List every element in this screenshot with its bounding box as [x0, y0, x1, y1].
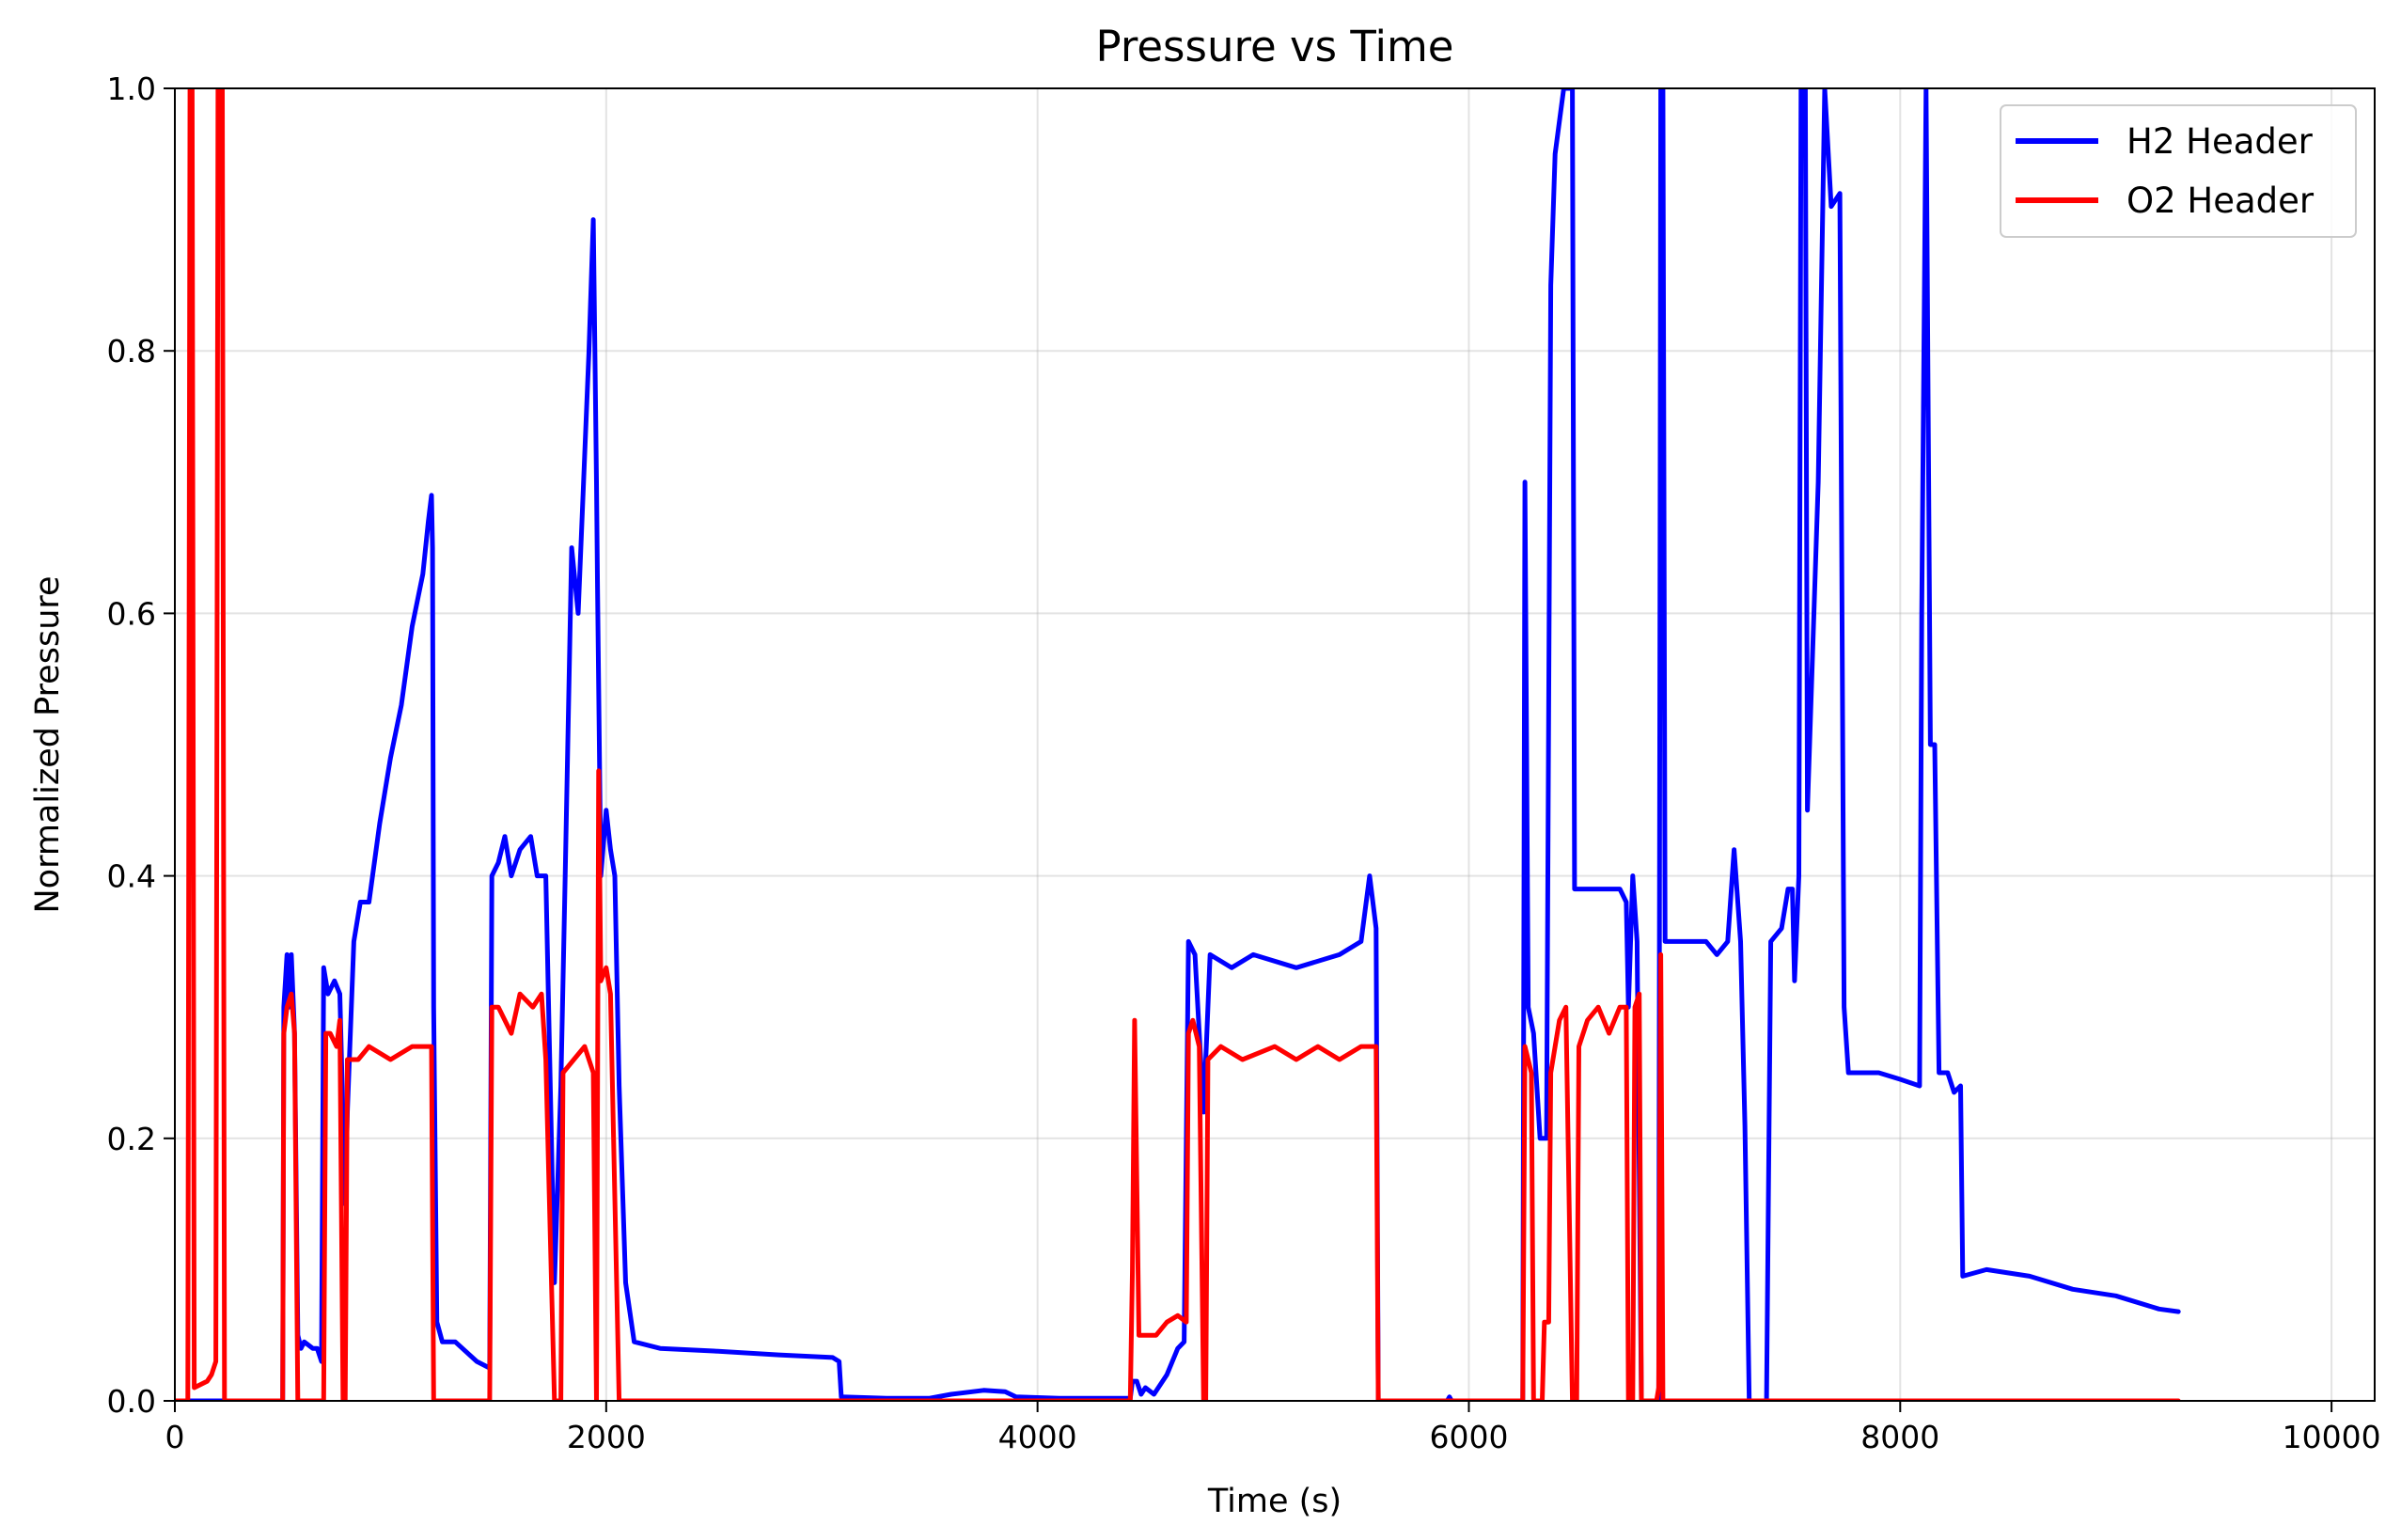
y-tick-label: 1.0 [107, 71, 156, 107]
y-tick-label: 0.6 [107, 595, 156, 632]
chart-title: Pressure vs Time [1096, 22, 1454, 71]
legend-label-h2: H2 Header [2126, 121, 2314, 162]
x-tick-label: 2000 [567, 1419, 646, 1455]
series-line-h2-header [175, 88, 2181, 1401]
x-tick-label: 4000 [998, 1419, 1077, 1455]
x-axis-label: Time (s) [1207, 1483, 1342, 1520]
x-tick-label: 6000 [1429, 1419, 1508, 1455]
x-tick-label: 0 [165, 1419, 185, 1455]
y-tick-label: 0.4 [107, 858, 156, 895]
series-lines [175, 88, 2181, 1401]
y-tick-label: 0.0 [107, 1383, 156, 1420]
legend: H2 Header O2 Header [2000, 104, 2357, 238]
x-tick-label: 10000 [2283, 1419, 2381, 1455]
plot-frame [174, 87, 2376, 1402]
y-tick-label: 0.8 [107, 333, 156, 369]
y-axis-label: Normalized Pressure [29, 575, 67, 913]
axis-ticks: 0 2000 4000 6000 8000 10000 0.0 0.2 0.4 0.6 0.8 1.0 [107, 71, 2381, 1455]
legend-label-o2: O2 Header [2126, 181, 2315, 221]
x-tick-label: 8000 [1860, 1419, 1939, 1455]
y-tick-label: 0.2 [107, 1121, 156, 1157]
